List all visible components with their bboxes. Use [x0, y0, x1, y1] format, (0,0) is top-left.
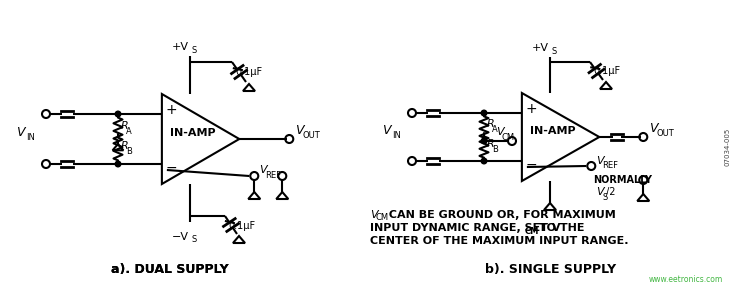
Text: TO THE: TO THE	[535, 223, 584, 233]
Text: A: A	[492, 125, 498, 135]
Text: /2: /2	[606, 187, 616, 197]
Text: CM: CM	[525, 226, 539, 236]
Text: +: +	[165, 103, 176, 117]
Text: INPUT DYNAMIC RANGE, SET V: INPUT DYNAMIC RANGE, SET V	[370, 223, 561, 233]
Text: CM: CM	[502, 133, 515, 141]
Text: S: S	[191, 235, 196, 244]
Text: IN-AMP: IN-AMP	[530, 126, 576, 136]
Text: +V: +V	[532, 43, 549, 53]
Text: R: R	[487, 139, 495, 149]
Text: V: V	[496, 127, 504, 137]
Text: V: V	[370, 210, 378, 220]
Text: CM: CM	[376, 214, 389, 222]
Text: +V: +V	[172, 42, 189, 52]
Circle shape	[481, 110, 487, 116]
Text: A: A	[126, 127, 132, 137]
Text: +: +	[525, 102, 537, 116]
Text: S: S	[191, 46, 196, 55]
Text: V: V	[649, 123, 658, 135]
Text: 0.1μF: 0.1μF	[593, 66, 620, 76]
Text: R: R	[487, 119, 495, 129]
Text: B: B	[492, 146, 498, 154]
Text: S: S	[551, 47, 556, 56]
Text: 0.1μF: 0.1μF	[228, 221, 255, 231]
Text: R: R	[121, 121, 129, 131]
Text: B: B	[126, 148, 132, 156]
Circle shape	[481, 138, 487, 144]
Text: OUT: OUT	[657, 129, 674, 139]
Text: REF: REF	[602, 162, 619, 170]
Text: IN: IN	[392, 131, 401, 141]
Text: −V: −V	[172, 232, 189, 242]
Text: IN: IN	[26, 133, 35, 143]
Text: www.eetronics.com: www.eetronics.com	[649, 274, 723, 284]
Text: REF: REF	[265, 170, 281, 179]
Text: a). DUAL SUPPLY: a). DUAL SUPPLY	[111, 263, 229, 276]
Text: V: V	[295, 125, 304, 137]
Text: V: V	[597, 187, 604, 197]
Text: 07034-005: 07034-005	[725, 128, 731, 166]
Text: R: R	[121, 141, 129, 151]
Text: NORMALLY: NORMALLY	[593, 175, 652, 185]
Text: V: V	[259, 165, 267, 175]
Text: V: V	[16, 127, 24, 139]
Text: OUT: OUT	[302, 131, 320, 141]
Text: −: −	[525, 158, 537, 172]
Circle shape	[481, 158, 487, 164]
Text: IN-AMP: IN-AMP	[170, 128, 216, 138]
Text: V: V	[597, 156, 604, 166]
Text: 0.1μF: 0.1μF	[235, 67, 262, 77]
Circle shape	[115, 161, 121, 167]
Text: CENTER OF THE MAXIMUM INPUT RANGE.: CENTER OF THE MAXIMUM INPUT RANGE.	[370, 236, 629, 246]
Text: CAN BE GROUND OR, FOR MAXIMUM: CAN BE GROUND OR, FOR MAXIMUM	[385, 210, 616, 220]
Text: V: V	[382, 125, 390, 137]
Circle shape	[115, 111, 121, 117]
Text: b). SINGLE SUPPLY: b). SINGLE SUPPLY	[485, 263, 616, 276]
Text: S: S	[602, 193, 608, 201]
Text: a). DUAL SUPPLY: a). DUAL SUPPLY	[111, 263, 229, 276]
Text: −: −	[165, 161, 176, 175]
